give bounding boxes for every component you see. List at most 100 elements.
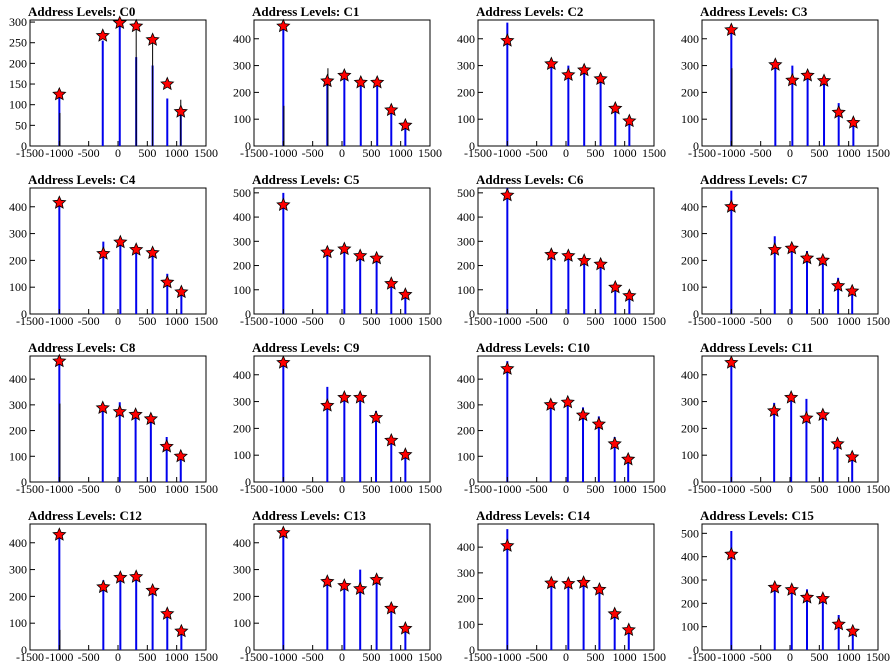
x-tick-label: 500	[362, 146, 380, 160]
peak-marker	[320, 398, 335, 412]
peak-marker	[767, 579, 782, 594]
peak-marker	[129, 569, 144, 583]
x-tick-label: -1000	[493, 650, 521, 664]
peak-marker	[621, 622, 636, 637]
y-tick-label: 300	[9, 15, 27, 29]
panel-title: Address Levels: C5	[252, 172, 360, 187]
x-tick-label: 1000	[613, 650, 637, 664]
y-tick-label: 200	[681, 253, 699, 267]
y-tick-label: 100	[9, 280, 27, 294]
x-tick-label: 1000	[613, 314, 637, 328]
peak-marker	[145, 245, 160, 259]
x-tick-label: 0	[563, 314, 569, 328]
x-tick-label: -1000	[717, 146, 745, 160]
peak-marker	[52, 353, 67, 368]
x-tick-label: -500	[750, 650, 772, 664]
x-tick-label: -1500	[464, 650, 492, 664]
peak-marker	[500, 538, 515, 552]
y-tick-label: 500	[681, 526, 699, 540]
y-tick-label: 300	[233, 563, 251, 577]
x-tick-label: 500	[138, 146, 156, 160]
x-tick-label: 1000	[165, 146, 189, 160]
y-tick-label: 100	[681, 112, 699, 126]
peak-marker	[370, 74, 385, 89]
y-tick-label: 300	[457, 398, 475, 412]
x-tick-label: 1000	[389, 314, 413, 328]
y-tick-label: 300	[457, 59, 475, 73]
y-tick-label: 200	[681, 596, 699, 610]
peak-marker	[622, 113, 637, 128]
panel-title: Address Levels: C2	[476, 4, 583, 19]
y-tick-label: 400	[233, 210, 251, 224]
panel-c15: Address Levels: C15 0 100 200 300 400 500 -1500…	[681, 508, 890, 664]
y-tick-label: 400	[457, 210, 475, 224]
x-tick-label: 500	[586, 146, 604, 160]
y-tick-label: 300	[9, 227, 27, 241]
y-tick-label: 100	[233, 616, 251, 630]
x-tick-label: -1000	[269, 650, 297, 664]
peak-marker	[768, 57, 783, 71]
x-tick-label: 0	[339, 482, 345, 496]
panel-c12: Address Levels: C12 0 100 200 300 400 -1500 -10…	[9, 508, 218, 664]
y-tick-label: 200	[9, 589, 27, 603]
x-tick-label: -1000	[269, 482, 297, 496]
x-tick-label: -1500	[240, 146, 268, 160]
peak-marker	[174, 623, 189, 638]
peak-marker	[384, 432, 399, 447]
y-tick-label: 300	[457, 234, 475, 248]
peak-marker	[174, 284, 189, 299]
panel-title: Address Levels: C1	[252, 4, 359, 19]
peak-marker	[160, 76, 175, 91]
y-tick-label: 100	[233, 448, 251, 462]
peak-marker	[337, 67, 352, 82]
peak-marker	[398, 447, 413, 461]
y-tick-label: 100	[233, 283, 251, 297]
x-tick-label: 0	[787, 314, 793, 328]
panel-c1: Address Levels: C1 0 100 200 300 400 -1500 -100…	[233, 4, 442, 160]
panel-c0: Address Levels: C0 0 50 100 150 200 250 300 -150…	[9, 4, 218, 160]
y-tick-label: 200	[457, 85, 475, 99]
x-tick-label: -1500	[240, 482, 268, 496]
x-tick-label: 1500	[194, 146, 218, 160]
peak-marker	[544, 575, 559, 590]
peak-marker	[831, 104, 846, 119]
x-tick-label: -1000	[269, 314, 297, 328]
y-tick-label: 400	[681, 550, 699, 564]
y-tick-label: 300	[681, 227, 699, 241]
x-tick-label: -1500	[16, 314, 44, 328]
x-tick-label: 1500	[866, 314, 890, 328]
panel-c13: Address Levels: C13 0 100 200 300 400 -1500 -10…	[233, 508, 442, 664]
peak-marker	[845, 283, 860, 298]
peak-marker	[276, 18, 291, 33]
peak-marker	[724, 22, 739, 36]
x-tick-label: 500	[138, 314, 156, 328]
x-tick-label: 0	[339, 146, 345, 160]
panel-c7: Address Levels: C7 0 100 200 300 400 -1500 -100…	[681, 172, 890, 328]
y-tick-label: 200	[457, 592, 475, 606]
y-tick-label: 0	[245, 139, 251, 153]
x-tick-label: 1500	[194, 314, 218, 328]
x-tick-label: 0	[115, 146, 121, 160]
y-tick-label: 0	[693, 643, 699, 657]
peak-marker	[173, 104, 188, 118]
peak-marker	[724, 355, 739, 369]
peak-marker	[560, 394, 575, 409]
x-tick-label: -500	[526, 314, 548, 328]
x-tick-label: -1500	[240, 314, 268, 328]
y-tick-label: 400	[457, 372, 475, 386]
peak-marker	[607, 606, 622, 621]
panel-c11: Address Levels: C11 0 100 200 300 400 -1500 -10…	[681, 340, 890, 496]
peak-marker	[160, 274, 175, 289]
peak-marker	[160, 606, 175, 620]
y-tick-label: 100	[233, 112, 251, 126]
x-tick-label: -1000	[493, 146, 521, 160]
peak-marker	[113, 234, 128, 249]
y-tick-label: 100	[9, 616, 27, 630]
peak-marker	[145, 32, 160, 46]
y-tick-label: 400	[9, 536, 27, 550]
peak-marker	[384, 102, 399, 117]
x-tick-label: 0	[339, 650, 345, 664]
y-tick-label: 300	[233, 234, 251, 248]
x-tick-label: 1000	[165, 482, 189, 496]
peak-marker	[846, 115, 861, 129]
